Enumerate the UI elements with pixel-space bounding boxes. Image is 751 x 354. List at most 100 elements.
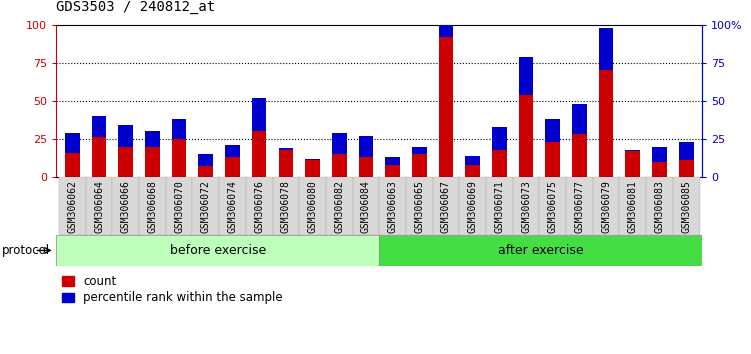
Bar — [92, 137, 107, 177]
Bar — [385, 157, 400, 165]
Bar — [626, 151, 640, 177]
Bar — [225, 145, 240, 157]
FancyBboxPatch shape — [646, 177, 673, 235]
Text: GSM306082: GSM306082 — [334, 180, 344, 233]
FancyBboxPatch shape — [219, 177, 246, 235]
FancyBboxPatch shape — [486, 177, 513, 235]
FancyBboxPatch shape — [273, 177, 299, 235]
Bar — [279, 148, 293, 150]
Bar — [305, 160, 320, 177]
Text: GSM306067: GSM306067 — [441, 180, 451, 233]
FancyBboxPatch shape — [139, 177, 166, 235]
Bar — [65, 153, 80, 177]
Bar — [492, 127, 507, 150]
Bar — [65, 133, 80, 153]
FancyBboxPatch shape — [379, 177, 406, 235]
Bar — [519, 57, 533, 95]
FancyBboxPatch shape — [460, 177, 486, 235]
Bar — [679, 142, 693, 160]
Bar — [652, 162, 667, 177]
FancyBboxPatch shape — [593, 177, 620, 235]
Bar — [599, 28, 614, 70]
Bar — [92, 116, 107, 137]
Text: GSM306072: GSM306072 — [201, 180, 211, 233]
Text: GSM306064: GSM306064 — [94, 180, 104, 233]
Text: GSM306077: GSM306077 — [575, 180, 584, 233]
FancyBboxPatch shape — [86, 177, 113, 235]
FancyBboxPatch shape — [433, 177, 460, 235]
Bar — [279, 150, 293, 177]
Text: GSM306081: GSM306081 — [628, 180, 638, 233]
Bar — [145, 147, 160, 177]
Bar — [198, 154, 213, 166]
Text: GSM306080: GSM306080 — [307, 180, 318, 233]
Bar — [439, 37, 454, 177]
FancyBboxPatch shape — [352, 177, 379, 235]
FancyBboxPatch shape — [326, 177, 352, 235]
Bar — [572, 135, 587, 177]
Bar — [626, 150, 640, 151]
Text: GSM306085: GSM306085 — [681, 180, 691, 233]
Text: GSM306078: GSM306078 — [281, 180, 291, 233]
Bar — [519, 95, 533, 177]
FancyBboxPatch shape — [113, 177, 139, 235]
FancyBboxPatch shape — [299, 177, 326, 235]
Bar — [172, 139, 186, 177]
Bar — [305, 159, 320, 160]
FancyBboxPatch shape — [56, 235, 379, 266]
Text: protocol: protocol — [2, 244, 50, 257]
Text: GSM306074: GSM306074 — [228, 180, 237, 233]
Bar — [198, 166, 213, 177]
Text: before exercise: before exercise — [170, 244, 266, 257]
Text: GSM306076: GSM306076 — [254, 180, 264, 233]
Text: GSM306073: GSM306073 — [521, 180, 531, 233]
Bar — [466, 156, 480, 165]
Bar — [119, 125, 133, 147]
Bar — [412, 147, 427, 154]
Text: GSM306083: GSM306083 — [654, 180, 665, 233]
FancyBboxPatch shape — [59, 177, 86, 235]
FancyBboxPatch shape — [406, 177, 433, 235]
Text: GSM306079: GSM306079 — [601, 180, 611, 233]
Bar — [679, 160, 693, 177]
FancyBboxPatch shape — [192, 177, 219, 235]
FancyBboxPatch shape — [539, 177, 566, 235]
Text: GSM306063: GSM306063 — [388, 180, 397, 233]
Text: GSM306065: GSM306065 — [415, 180, 424, 233]
Bar — [652, 147, 667, 162]
Text: after exercise: after exercise — [498, 244, 584, 257]
Bar — [492, 150, 507, 177]
FancyBboxPatch shape — [513, 177, 539, 235]
FancyBboxPatch shape — [673, 177, 699, 235]
Bar — [225, 157, 240, 177]
Bar — [412, 154, 427, 177]
Bar — [252, 98, 267, 131]
Bar — [358, 157, 373, 177]
Text: GSM306062: GSM306062 — [68, 180, 77, 233]
Bar — [332, 133, 346, 154]
FancyBboxPatch shape — [379, 235, 702, 266]
Bar — [332, 154, 346, 177]
FancyBboxPatch shape — [166, 177, 192, 235]
Bar — [145, 131, 160, 147]
Legend: count, percentile rank within the sample: count, percentile rank within the sample — [62, 275, 283, 304]
FancyBboxPatch shape — [620, 177, 646, 235]
Bar — [252, 131, 267, 177]
Bar — [385, 165, 400, 177]
Bar — [358, 136, 373, 157]
Bar — [466, 165, 480, 177]
Text: GSM306066: GSM306066 — [121, 180, 131, 233]
Bar — [545, 142, 560, 177]
Text: GSM306071: GSM306071 — [494, 180, 505, 233]
Bar — [119, 147, 133, 177]
Bar — [439, 0, 454, 37]
Text: GSM306070: GSM306070 — [174, 180, 184, 233]
Bar — [545, 119, 560, 142]
Bar — [572, 104, 587, 135]
FancyBboxPatch shape — [246, 177, 273, 235]
Bar — [172, 119, 186, 139]
Text: GSM306084: GSM306084 — [361, 180, 371, 233]
Text: GDS3503 / 240812_at: GDS3503 / 240812_at — [56, 0, 216, 14]
Text: GSM306069: GSM306069 — [468, 180, 478, 233]
Bar — [599, 70, 614, 177]
